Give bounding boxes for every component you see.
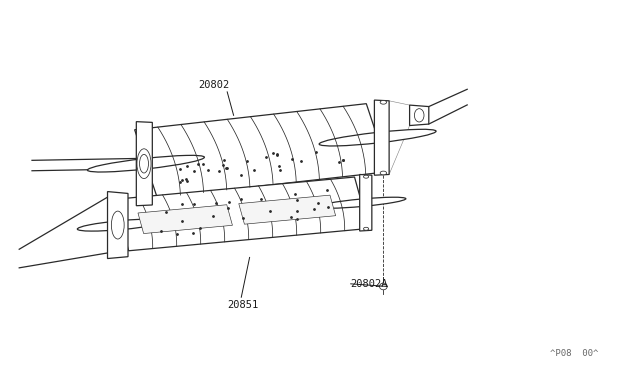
Ellipse shape [380,283,387,290]
Ellipse shape [319,129,436,146]
Text: ^P08  00^: ^P08 00^ [550,349,599,358]
Text: 20802A: 20802A [351,279,388,289]
Polygon shape [115,177,369,251]
Ellipse shape [140,154,148,173]
Circle shape [380,171,387,175]
Ellipse shape [88,155,204,172]
Circle shape [364,175,369,178]
Polygon shape [136,122,152,206]
Polygon shape [108,192,128,259]
Polygon shape [239,195,335,224]
Text: 20851: 20851 [227,300,259,310]
Ellipse shape [111,211,124,239]
Text: 20802: 20802 [198,80,230,90]
Polygon shape [360,174,372,231]
Circle shape [380,100,387,104]
Ellipse shape [137,149,151,179]
Polygon shape [410,105,429,126]
Ellipse shape [77,219,166,231]
Ellipse shape [317,197,406,208]
Circle shape [364,227,369,230]
Polygon shape [134,104,389,198]
Polygon shape [138,205,232,234]
Ellipse shape [415,109,424,122]
Polygon shape [374,100,389,175]
